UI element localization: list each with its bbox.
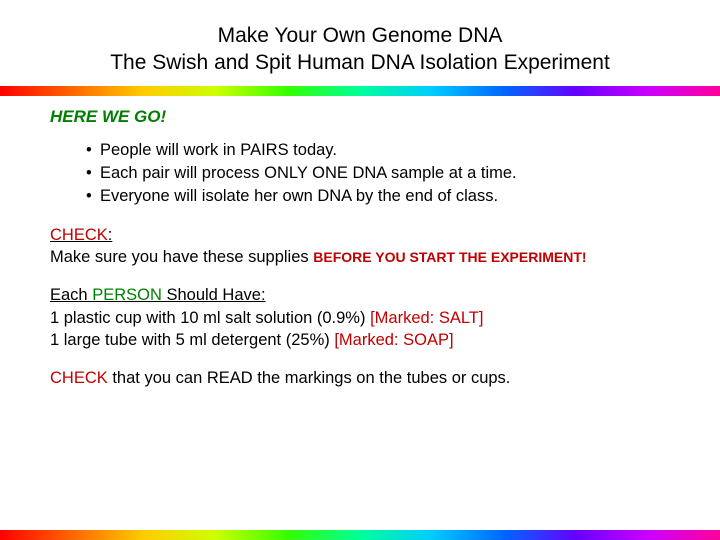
list-item: Everyone will isolate her own DNA by the…: [86, 185, 670, 208]
list-item: People will work in PAIRS today.: [86, 139, 670, 162]
check2-label: CHECK: [50, 369, 108, 387]
rainbow-divider-top: [0, 86, 720, 96]
each-suffix: Should Have:: [162, 286, 266, 304]
check-underline: CHECK:: [50, 226, 112, 244]
check2-rest: that you can READ the markings on the tu…: [108, 369, 511, 387]
each-person-block: Each PERSON Should Have: 1 plastic cup w…: [50, 284, 670, 351]
person-word: PERSON: [92, 286, 162, 304]
supply-1-text: 1 plastic cup with 10 ml salt solution (…: [50, 309, 370, 327]
supply-1-mark: [Marked: SALT]: [370, 309, 483, 327]
slide-title: Make Your Own Genome DNA The Swish and S…: [50, 22, 670, 77]
rainbow-divider-bottom: [0, 530, 720, 540]
bullet-list: People will work in PAIRS today. Each pa…: [86, 139, 670, 208]
check-body: Make sure you have these supplies: [50, 248, 313, 266]
each-person-underline: Each PERSON Should Have:: [50, 286, 266, 304]
check-read-block: CHECK that you can READ the markings on …: [50, 367, 670, 389]
list-item: Each pair will process ONLY ONE DNA samp…: [86, 162, 670, 185]
each-prefix: Each: [50, 286, 92, 304]
slide-content: Make Your Own Genome DNA The Swish and S…: [0, 0, 720, 389]
here-we-go-heading: HERE WE GO!: [50, 107, 670, 127]
check-label: CHECK: [50, 226, 108, 244]
check-supplies-block: CHECK: Make sure you have these supplies…: [50, 224, 670, 269]
supply-2-mark: [Marked: SOAP]: [334, 331, 453, 349]
supply-2-text: 1 large tube with 5 ml detergent (25%): [50, 331, 334, 349]
title-line-2: The Swish and Spit Human DNA Isolation E…: [110, 51, 610, 74]
title-line-1: Make Your Own Genome DNA: [218, 24, 503, 47]
check-colon: :: [108, 226, 113, 244]
before-start-text: BEFORE YOU START THE EXPERIMENT!: [313, 249, 586, 265]
